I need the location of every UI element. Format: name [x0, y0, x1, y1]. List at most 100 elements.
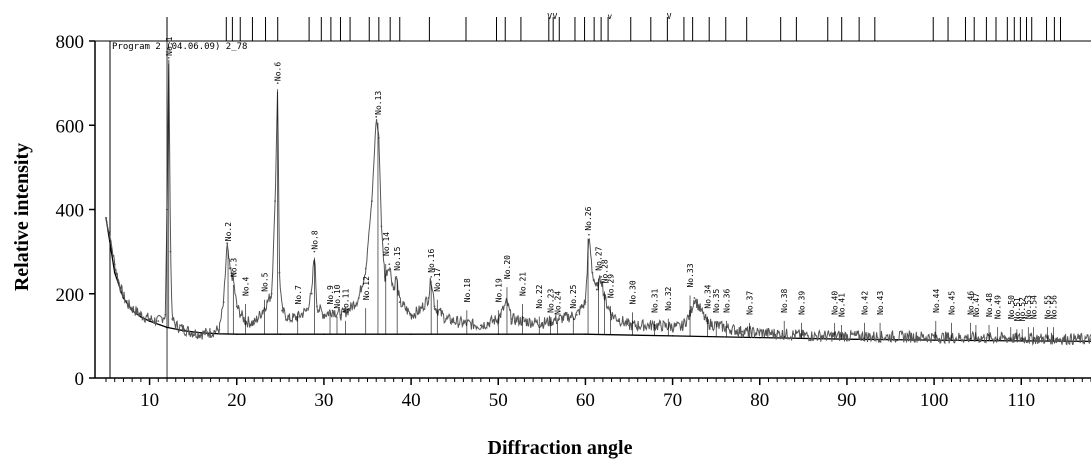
peak-label: No.48 [985, 293, 994, 317]
peak-label: No.46 [967, 291, 976, 315]
reference-marker: v [607, 12, 612, 21]
peak-label: No.9 [326, 285, 335, 304]
measured-data-point [235, 305, 238, 308]
peak-label: No.23 [547, 289, 556, 313]
measured-data-point [558, 318, 561, 320]
measured-data-point [680, 326, 683, 329]
y-axis-label: Relative intensity [11, 143, 33, 291]
measured-data-point [880, 335, 883, 338]
peak-label: No.51 [1013, 297, 1022, 321]
measured-data-point [462, 322, 465, 325]
x-tick-label: 20 [227, 390, 246, 411]
peak-label: No.49 [994, 295, 1003, 319]
measured-data-point [209, 331, 212, 334]
measured-data-point [113, 263, 116, 266]
measured-data-point [418, 309, 421, 312]
measured-pattern-curve [105, 56, 1091, 346]
measured-data-point [811, 334, 813, 337]
measured-data-point [218, 328, 221, 331]
measured-data-point [105, 217, 107, 219]
measured-data-point [398, 301, 401, 304]
peak-label: No.32 [664, 286, 673, 310]
measured-data-point [340, 313, 343, 316]
measured-data-point [276, 82, 279, 85]
measured-data-point [364, 267, 367, 270]
measured-data-point [410, 313, 412, 316]
measured-data-point [384, 276, 386, 278]
measured-data-point [240, 313, 243, 316]
measured-data-point [591, 271, 594, 274]
program-label: Program 2 (04.06.09) 2_78 [112, 42, 247, 52]
measured-data-point [693, 297, 696, 299]
peak-label: No.37 [745, 291, 754, 315]
peak-labels: No.1No.2No.3No.4 No.5No.6No.7No.8No.9No.1… [165, 36, 1059, 342]
measured-data-point [388, 263, 391, 266]
peak-label: No.15 [393, 246, 402, 270]
measured-data-point [122, 294, 125, 297]
measured-data-point [510, 318, 513, 320]
peak-label: No.42 [860, 291, 869, 315]
x-axis-label: Diffraction angle [488, 437, 633, 459]
peak-label: No.11 [342, 289, 351, 313]
measured-data-point [174, 324, 177, 327]
measured-data-point [278, 271, 281, 274]
peak-label: No.1 [165, 36, 174, 55]
measured-data-point [262, 309, 264, 312]
background-data-point [113, 271, 116, 274]
measured-data-point [349, 307, 351, 310]
reference-marker: V [667, 12, 672, 21]
background-data-point [410, 333, 412, 335]
peak-label: No.14 [382, 232, 391, 256]
x-tick-label: 50 [489, 390, 508, 411]
y-tick-label: 200 [56, 285, 85, 306]
measured-data-point [654, 324, 657, 327]
peak-label: No.40 [831, 291, 840, 315]
measured-data-point [167, 56, 170, 59]
measured-data-point [228, 267, 231, 270]
measured-data-point [445, 318, 447, 320]
peak-label: No.21 [519, 272, 528, 296]
peak-label: No.54 [1029, 295, 1038, 319]
background-data-point [140, 316, 142, 318]
peak-label: No.25 [569, 284, 578, 308]
x-tick-label: 90 [837, 390, 856, 411]
peak-label: No.20 [503, 255, 512, 279]
measured-data-point [776, 332, 779, 335]
peak-label: No.16 [427, 249, 436, 273]
reference-marker: V [553, 12, 558, 21]
peak-label: No.56 [1050, 295, 1059, 319]
peak-label: No.5 [261, 272, 270, 291]
measured-data-point [148, 318, 151, 320]
peak-label: No.12 [362, 276, 371, 300]
peak-label: No.45 [948, 291, 957, 315]
peak-label: No.10 [333, 284, 342, 308]
measured-data-point [523, 320, 526, 323]
measured-data-point [357, 297, 360, 299]
peak-label: No.3 [229, 258, 238, 277]
measured-data-point [313, 250, 316, 253]
measured-data-point [310, 292, 313, 295]
y-tick-label: 0 [75, 369, 85, 390]
x-tick-label: 60 [576, 390, 595, 411]
background-data-point [671, 335, 674, 337]
measured-data-point [164, 313, 167, 316]
peak-label: No.30 [628, 280, 637, 304]
peak-label: No.22 [535, 284, 544, 308]
x-tick-label: 70 [663, 390, 682, 411]
measured-data-point [595, 288, 598, 291]
axes: 0 200 400 600 800 10 20 30 40 50 60 70 80 90 100 110 [56, 32, 1091, 411]
peak-label: No.19 [494, 278, 503, 302]
peak-label: No.27 [595, 246, 604, 270]
x-tick-label: 40 [402, 390, 421, 411]
peak-label: No.8 [310, 230, 319, 249]
measured-data-point [584, 301, 587, 304]
peak-label: No.44 [932, 289, 941, 313]
measured-data-point [139, 313, 142, 316]
peak-label: No.43 [876, 291, 885, 315]
measured-data-point [375, 115, 378, 118]
peak-label: No.50 [1007, 295, 1016, 319]
measured-data-point [157, 320, 160, 323]
measured-data-point [985, 337, 988, 339]
background-data-point [933, 339, 935, 341]
peak-label: No.29 [607, 274, 616, 298]
